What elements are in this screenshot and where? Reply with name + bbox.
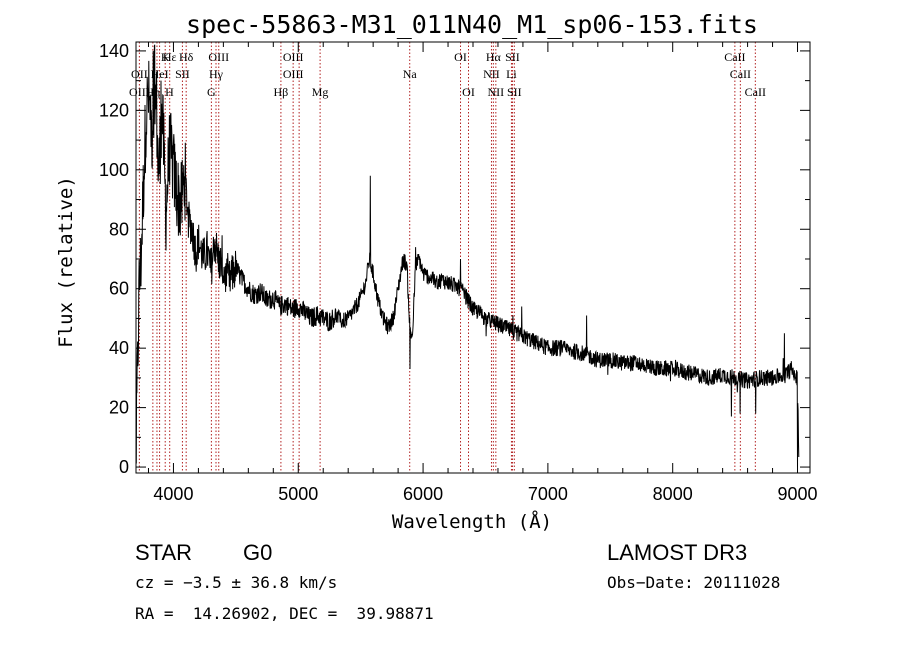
x-tick-label: 7000 — [528, 484, 568, 504]
line-label: NII — [488, 85, 505, 99]
line-label: OIII — [208, 50, 229, 64]
line-label: Hα — [486, 50, 502, 64]
y-tick-label: 60 — [109, 279, 129, 299]
line-label: SII — [175, 67, 190, 81]
y-tick-label: 40 — [109, 338, 129, 358]
line-label: OIII — [129, 85, 150, 99]
y-tick-label: 140 — [99, 41, 129, 61]
spectrum-line — [135, 44, 800, 468]
y-tick-label: 20 — [109, 398, 129, 418]
x-tick-label: 8000 — [653, 484, 693, 504]
x-tick-label: 6000 — [403, 484, 443, 504]
y-tick-label: 100 — [99, 160, 129, 180]
ra-dec: RA = 14.26902, DEC = 39.98871 — [135, 604, 434, 623]
line-label: Hδ — [179, 50, 194, 64]
axis-ticks: 4000 5000 6000 7000 8000 9000 0 20 40 60 80 100 120 1… — [99, 41, 818, 504]
y-axis-label: Flux (relative) — [55, 176, 77, 348]
line-label: H — [165, 85, 174, 99]
survey-name: LAMOST DR3 — [607, 540, 748, 565]
line-label: Hε — [163, 50, 177, 64]
object-class: STAR — [135, 540, 193, 565]
line-label: Hγ — [209, 67, 224, 81]
line-label: SII — [507, 85, 522, 99]
line-label: K — [161, 50, 170, 64]
x-axis-label: Wavelength (Å) — [392, 510, 552, 533]
line-label: OII — [131, 67, 148, 81]
y-tick-label: 0 — [119, 457, 129, 477]
line-label: HeI — [151, 67, 169, 81]
y-tick-label: 120 — [99, 100, 129, 120]
x-tick-label: 4000 — [153, 484, 193, 504]
object-subclass: G0 — [243, 540, 273, 565]
line-label: Mg — [312, 85, 329, 99]
line-label: Li — [506, 67, 517, 81]
y-tick-label: 80 — [109, 219, 129, 239]
line-label: NII — [483, 67, 500, 81]
x-tick-label: 5000 — [278, 484, 318, 504]
chart-title: spec-55863-M31_011N40_M1_sp06-153.fits — [186, 10, 758, 39]
line-label: CaII — [724, 50, 745, 64]
x-tick-label: 9000 — [777, 484, 817, 504]
spectrum-series — [135, 44, 800, 468]
redshift-cz: cz = −3.5 ± 36.8 km/s — [135, 573, 338, 592]
observation-date: Obs−Date: 20111028 — [607, 573, 781, 592]
line-label: CaII — [745, 85, 766, 99]
line-label: Hβ — [274, 85, 289, 99]
line-label: G — [207, 85, 216, 99]
line-label: OI — [462, 85, 475, 99]
line-label: SII — [505, 50, 520, 64]
line-label: Na — [403, 67, 418, 81]
line-label: OIII — [283, 67, 304, 81]
line-label: CaII — [730, 67, 751, 81]
line-label: OIII — [283, 50, 304, 64]
line-label: Hη — [145, 85, 160, 99]
line-label: OI — [454, 50, 467, 64]
plot-frame — [135, 41, 811, 474]
